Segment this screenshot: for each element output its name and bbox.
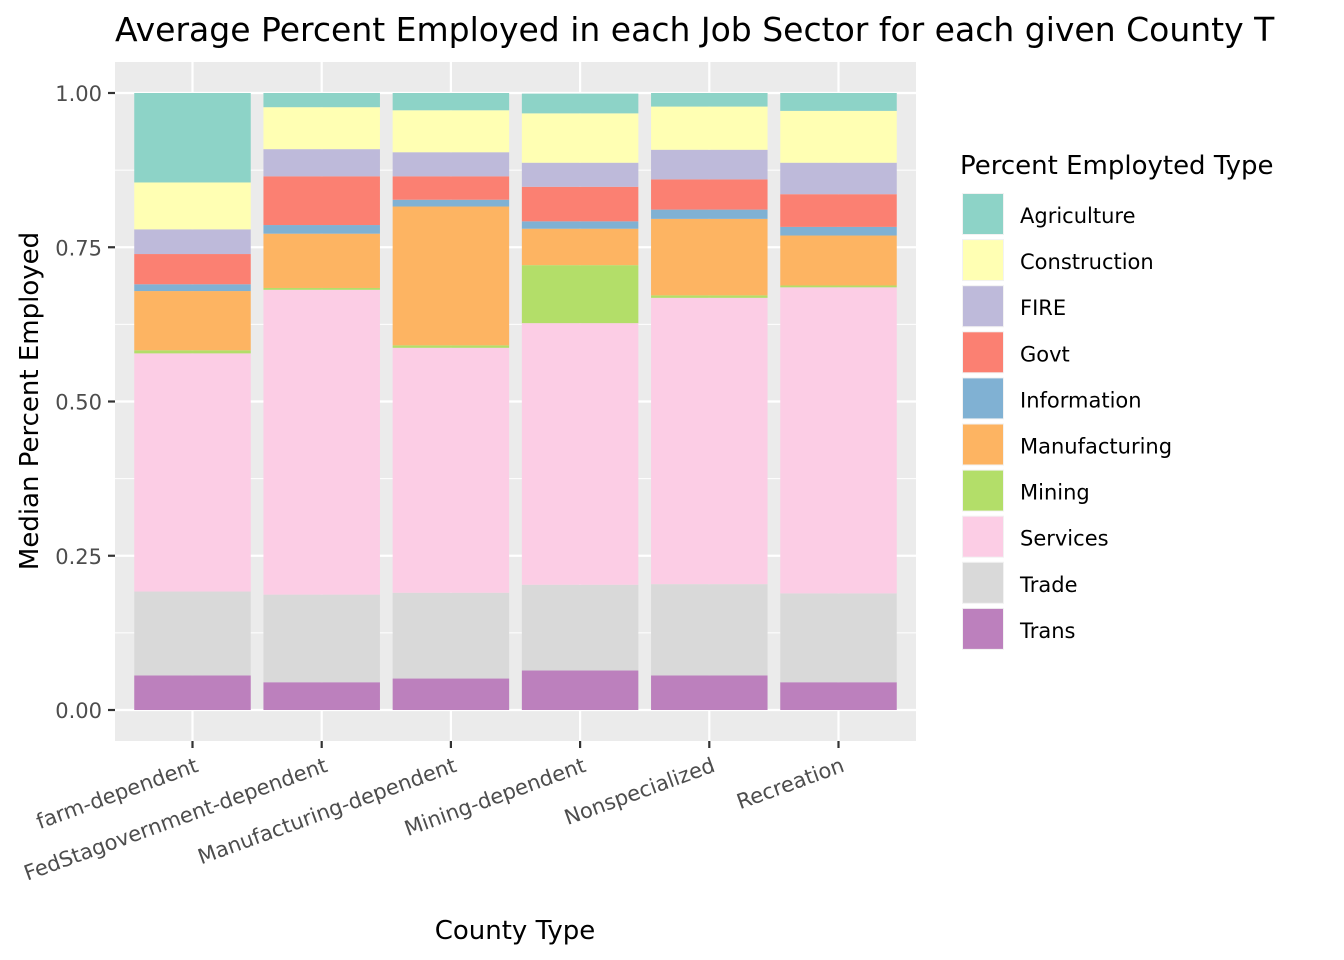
legend-key-govt <box>963 332 1003 373</box>
x-tick-label: Recreation <box>733 753 847 814</box>
bar-segment-services <box>521 323 639 585</box>
legend-key-manufacturing <box>963 424 1003 465</box>
bar-segment-mining <box>392 345 510 348</box>
legend-key-services <box>963 516 1003 557</box>
bar-segment-mining <box>780 285 897 288</box>
legend-title: Percent Employted Type <box>960 151 1274 181</box>
bar-segment-trans <box>392 678 510 710</box>
bar-segment-agriculture <box>392 93 510 111</box>
legend-label: Services <box>1020 527 1109 551</box>
bar-segment-information <box>521 221 639 229</box>
bar-segment-agriculture <box>263 93 380 108</box>
bar-segment-manufacturing <box>651 218 768 296</box>
bar-segment-manufacturing <box>392 206 510 346</box>
bar-segment-trade <box>780 593 897 683</box>
bar-segment-trans <box>780 682 897 710</box>
bars <box>134 93 897 710</box>
legend-label: Govt <box>1020 342 1070 366</box>
bar-segment-mining <box>263 287 380 290</box>
bar-segment-services <box>134 353 251 592</box>
bar-segment-agriculture <box>651 93 768 107</box>
bar-segment-trans <box>521 670 639 710</box>
legend-key-information <box>963 378 1003 419</box>
bar-segment-fire <box>651 149 768 180</box>
bar-segment-manufacturing <box>780 235 897 286</box>
bar-segment-agriculture <box>521 93 639 114</box>
bar-segment-agriculture <box>780 93 897 111</box>
bar-segment-construction <box>392 110 510 153</box>
bar-segment-fire <box>134 229 251 255</box>
legend-label: Trans <box>1019 619 1076 643</box>
bar-segment-govt <box>263 176 380 226</box>
bar-segment-fire <box>392 152 510 177</box>
bar-segment-construction <box>780 110 897 163</box>
bar-segment-fire <box>521 162 639 187</box>
bar-segment-information <box>134 284 251 292</box>
bar-segment-construction <box>651 106 768 150</box>
legend-key-construction <box>963 240 1003 281</box>
bar-segment-information <box>780 226 897 236</box>
chart-title: Average Percent Employed in each Job Sec… <box>115 10 1275 49</box>
legend-label: Mining <box>1020 481 1090 505</box>
bar-segment-govt <box>134 254 251 285</box>
legend-key-mining <box>963 470 1003 511</box>
bar-segment-information <box>263 225 380 234</box>
bar-segment-information <box>651 209 768 219</box>
legend-key-trans <box>963 608 1003 649</box>
bar-segment-mining <box>651 295 768 298</box>
y-tick-label: 1.00 <box>55 82 102 106</box>
bar-segment-mining <box>521 265 639 324</box>
bar-segment-construction <box>263 107 380 150</box>
x-axis-label: County Type <box>435 916 596 946</box>
x-axis: farm-dependentFedStagovernment-dependent… <box>21 741 847 885</box>
bar-segment-construction <box>134 182 251 230</box>
bar-segment-construction <box>521 113 639 163</box>
y-tick-label: 0.50 <box>55 391 102 415</box>
legend-label: Construction <box>1020 250 1154 274</box>
legend-key-fire <box>963 286 1003 327</box>
bar-segment-manufacturing <box>134 291 251 351</box>
bar-segment-govt <box>392 176 510 200</box>
y-axis-label: Median Percent Employed <box>15 232 45 570</box>
bar-segment-trans <box>134 675 251 710</box>
bar-segment-services <box>263 289 380 595</box>
bar-segment-services <box>651 297 768 585</box>
legend-key-agriculture <box>963 194 1003 234</box>
bar-segment-information <box>392 199 510 207</box>
y-tick-label: 0.75 <box>55 236 102 260</box>
legend: Percent Employted Type Agriculture Constr… <box>960 151 1274 650</box>
bar-segment-services <box>780 287 897 594</box>
bar-segment-trans <box>651 675 768 710</box>
legend-key-trade <box>963 562 1003 603</box>
bar-segment-trade <box>651 584 768 676</box>
y-tick-label: 0.00 <box>55 699 102 723</box>
bar-segment-manufacturing <box>521 228 639 266</box>
legend-label: Trade <box>1019 573 1078 597</box>
bar-segment-govt <box>521 186 639 222</box>
bar-segment-manufacturing <box>263 233 380 288</box>
bar-segment-agriculture <box>134 93 251 183</box>
legend-label: Agriculture <box>1020 204 1136 228</box>
bar-segment-trade <box>521 584 639 671</box>
y-tick-label: 0.25 <box>55 545 102 569</box>
bar-segment-trade <box>263 594 380 683</box>
bar-segment-govt <box>651 179 768 210</box>
bar-segment-trans <box>263 682 380 710</box>
bar-segment-mining <box>134 350 251 354</box>
legend-label: Manufacturing <box>1020 435 1172 459</box>
bar-segment-trade <box>392 592 510 679</box>
bar-segment-fire <box>263 149 380 177</box>
legend-label: FIRE <box>1020 296 1066 320</box>
y-axis: 0.00 0.25 0.50 0.75 1.00 <box>55 82 115 723</box>
bar-segment-trade <box>134 591 251 676</box>
legend-label: Information <box>1020 388 1142 412</box>
bar-segment-services <box>392 347 510 593</box>
bar-segment-govt <box>780 194 897 227</box>
bar-segment-fire <box>780 162 897 195</box>
